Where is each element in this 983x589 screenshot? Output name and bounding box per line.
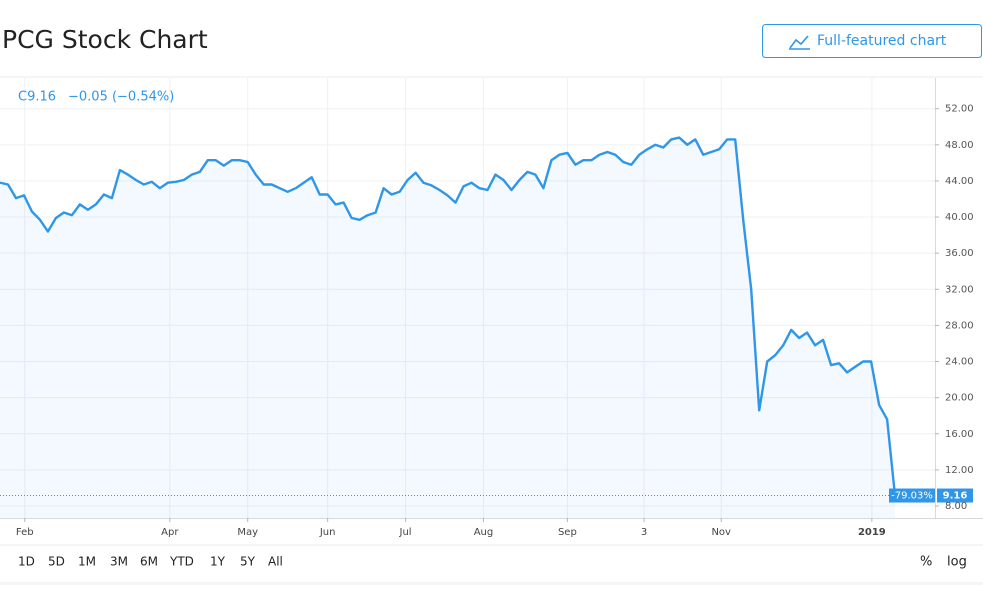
y-tick-label: 32.00 — [945, 284, 974, 295]
x-tick-label: Feb — [16, 527, 34, 538]
page-title: PCG Stock Chart — [2, 25, 208, 54]
y-tick-label: 16.00 — [945, 429, 974, 440]
x-tick-label: Jun — [319, 527, 336, 538]
range-button[interactable]: 5Y — [240, 555, 256, 569]
price-line — [0, 136, 897, 496]
y-tick-label: 44.00 — [945, 176, 974, 187]
range-button[interactable]: 1D — [18, 555, 35, 569]
price-tag-label: 9.16 — [943, 491, 968, 502]
range-button[interactable]: 5D — [48, 555, 65, 569]
legend-close: C9.16 — [18, 90, 56, 105]
grid — [0, 78, 939, 522]
chart-icon — [789, 35, 810, 50]
chart-panel — [0, 78, 983, 544]
full-chart-button-label[interactable]: Full-featured chart — [817, 33, 947, 49]
scale-button[interactable]: log — [947, 555, 967, 570]
x-tick-label: 2019 — [858, 527, 886, 538]
x-tick-label: May — [237, 527, 258, 538]
area — [0, 137, 896, 518]
y-tick-label: 8.00 — [945, 501, 967, 512]
labels: 8.00 12.00 16.00 20.00 24.00 28.00 32.00 36.00 4… — [16, 90, 974, 570]
change-tag — [889, 488, 935, 503]
x-tick-label: 3 — [641, 527, 647, 538]
scale-button[interactable]: % — [920, 555, 932, 570]
y-tick-label: 40.00 — [945, 212, 974, 223]
price-tag — [937, 488, 973, 503]
x-tick-label: Nov — [711, 527, 731, 538]
range-button[interactable]: All — [268, 555, 283, 569]
legend-change: −0.05 (−0.54%) — [68, 90, 174, 105]
y-tick-label: 28.00 — [945, 320, 974, 331]
range-button[interactable]: 6M — [140, 555, 158, 569]
plot — [0, 136, 973, 518]
x-tick-label: Aug — [474, 527, 494, 538]
range-button[interactable]: 1Y — [210, 555, 226, 569]
y-tick-label: 24.00 — [945, 357, 974, 368]
range-button[interactable]: YTD — [169, 555, 194, 569]
y-tick-label: 20.00 — [945, 393, 974, 404]
y-tick-label: 36.00 — [945, 248, 974, 259]
y-tick-label: 48.00 — [945, 140, 974, 151]
y-tick-label: 12.00 — [945, 465, 974, 476]
x-tick-label: Apr — [161, 527, 179, 538]
y-tick-label: 52.00 — [945, 104, 974, 115]
range-button[interactable]: 3M — [110, 555, 128, 569]
toolbar — [0, 546, 983, 582]
x-tick-label: Sep — [558, 527, 577, 538]
full-chart-button[interactable] — [762, 24, 982, 58]
change-tag-label: -79.03% — [891, 491, 933, 502]
x-tick-label: Jul — [399, 527, 412, 538]
range-button[interactable]: 1M — [78, 555, 96, 569]
